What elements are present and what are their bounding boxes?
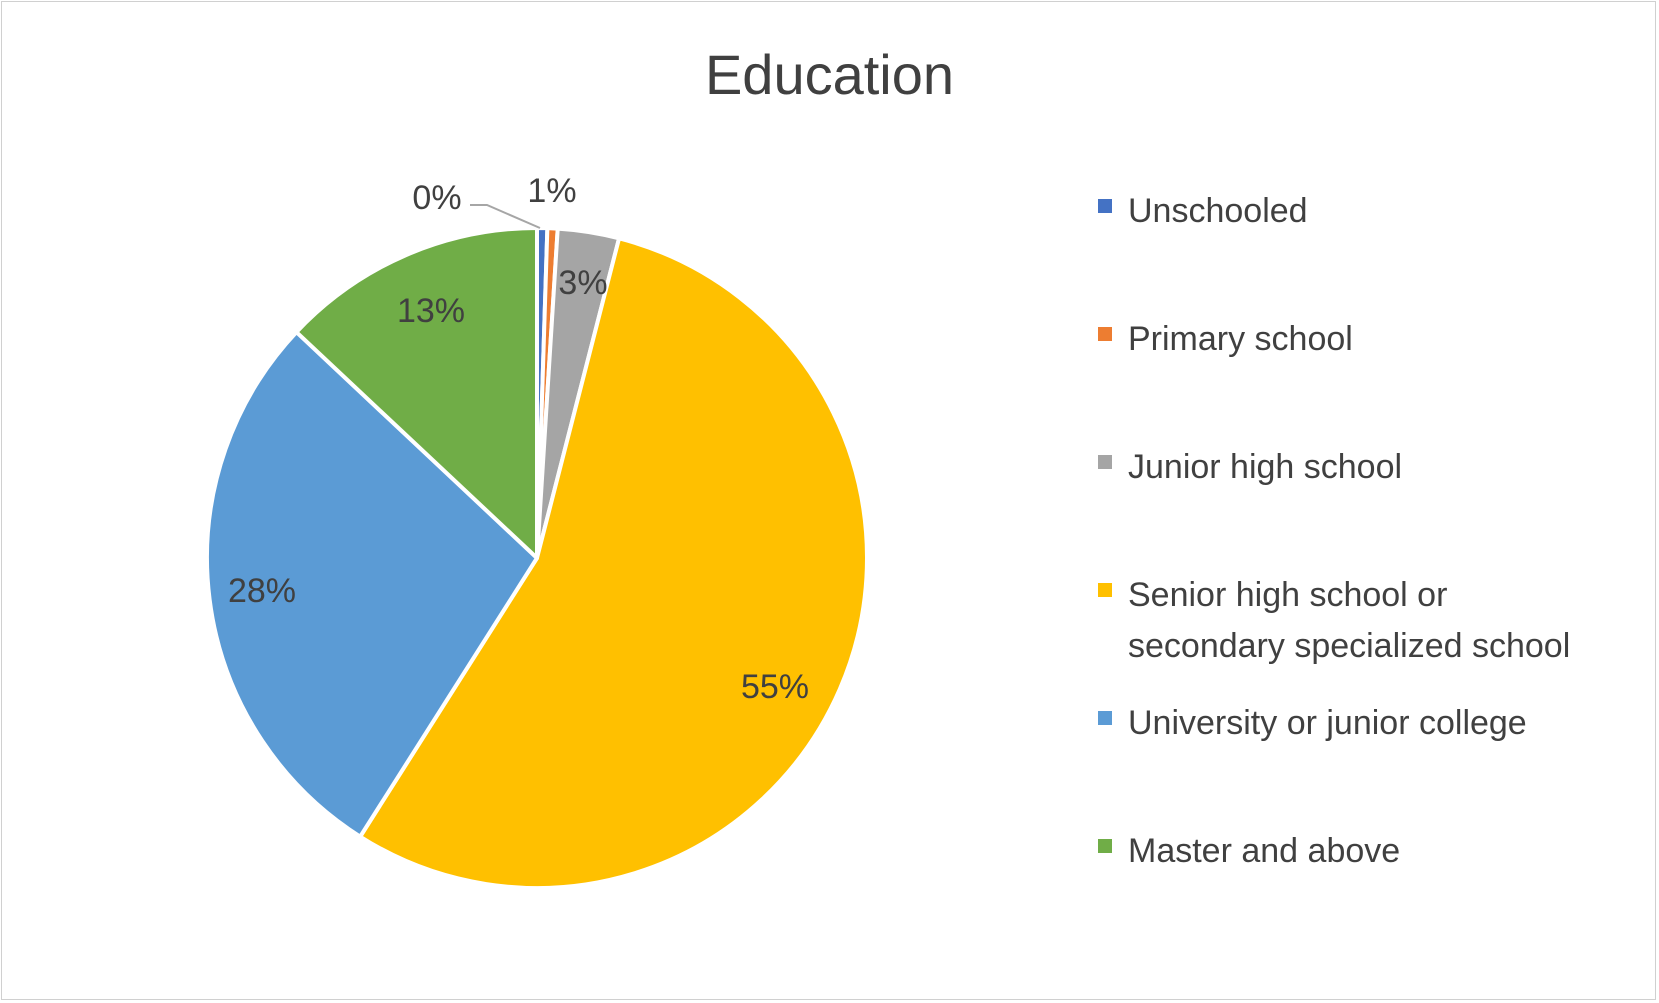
legend-item-junior-high-school: Junior high school xyxy=(1098,442,1628,493)
legend-swatch xyxy=(1098,839,1112,853)
legend-swatch xyxy=(1098,199,1112,213)
chart-title: Education xyxy=(704,43,955,106)
legend-label: Senior high school or secondary specializ… xyxy=(1128,576,1571,665)
data-label-master-and-above: 13% xyxy=(397,292,465,330)
pie-slices xyxy=(205,226,870,890)
legend-item-unschooled: Unschooled xyxy=(1098,186,1628,237)
data-label-university-or-junior-college: 28% xyxy=(228,572,296,610)
legend-swatch xyxy=(1098,711,1112,725)
pie-data-labels: 0% 1% 3% 55% 28% 13% xyxy=(228,172,809,706)
data-label-junior-high-school: 3% xyxy=(558,264,607,302)
legend-swatch xyxy=(1098,455,1112,469)
legend-item-senior-high-school-or-secondary-specialized-school: Senior high school or secondary specializ… xyxy=(1098,570,1628,672)
slice-master-and-above xyxy=(294,226,539,560)
legend-label: Master and above xyxy=(1128,832,1401,870)
legend-label: Unschooled xyxy=(1128,192,1308,230)
legend-item-university-or-junior-college: University or junior college xyxy=(1098,698,1628,749)
legend-label: Junior high school xyxy=(1128,448,1403,486)
data-label-unschooled: 0% xyxy=(412,179,461,217)
legend-label: Primary school xyxy=(1128,320,1353,358)
legend-swatch xyxy=(1098,327,1112,341)
slice-senior-high-school-or-secondary-specialized-school xyxy=(358,236,870,890)
legend-item-primary-school: Primary school xyxy=(1098,314,1628,365)
leader-line-unschooled xyxy=(470,204,541,229)
legend-swatch xyxy=(1098,583,1112,597)
legend-label: University or junior college xyxy=(1128,704,1527,742)
data-label-senior-high-school-or-secondary-specialized-school: 55% xyxy=(741,668,809,706)
slice-university-or-junior-college xyxy=(205,330,539,839)
data-label-primary-school: 1% xyxy=(527,172,576,210)
legend: Unschooled Primary school Junior high scho… xyxy=(1098,0,1658,1003)
legend-item-master-and-above: Master and above xyxy=(1098,826,1628,877)
